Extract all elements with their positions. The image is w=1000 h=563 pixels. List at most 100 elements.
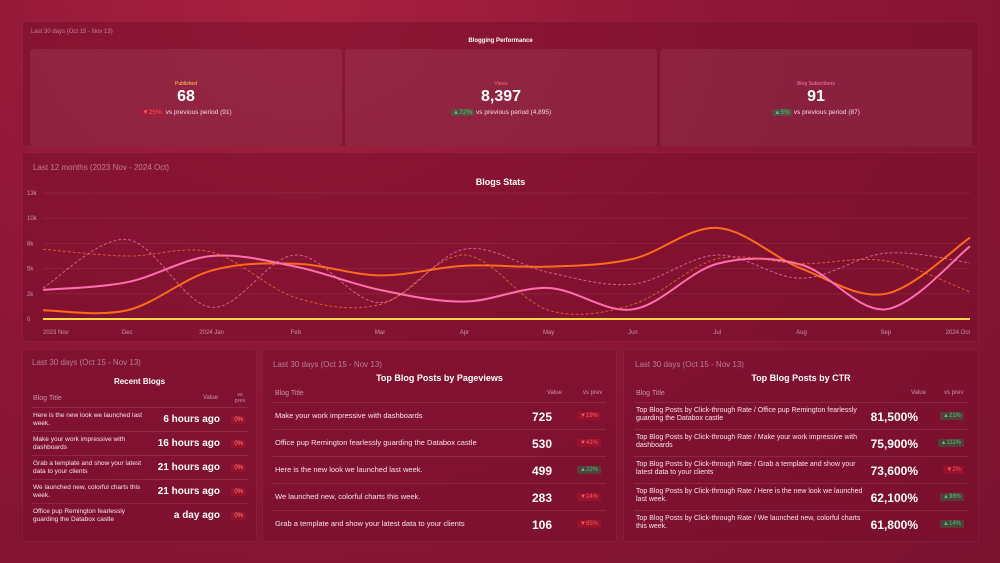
kpi-change-badge: ▲5% [772, 109, 792, 116]
table-row[interactable]: Top Blog Posts by Click-through Rate / O… [634, 402, 968, 429]
kpi-subscribers-card[interactable]: Blog Subscribers 91 ▲5% vs previous peri… [660, 49, 972, 146]
y-tick-label: 10k [27, 216, 38, 222]
row-value: 283 [531, 491, 552, 505]
table-row[interactable]: Here is the new look we launched last we… [273, 456, 606, 483]
ctr-panel: Last 30 days (Oct 15 - Nov 13) Top Blog … [623, 349, 979, 542]
row-title[interactable]: Office pup Remington fearlessly guarding… [33, 508, 126, 523]
row-value: 75,900% [870, 437, 918, 451]
table-row[interactable]: Grab a template and show your latest dat… [31, 455, 248, 479]
performance-period: Last 30 days (Oct 15 - Nov 13) [31, 29, 113, 35]
col-header-title: Blog Title [275, 390, 304, 397]
row-title[interactable]: Office pup Remington fearlessly guarding… [275, 438, 477, 447]
change-badge: ▼19% [577, 412, 601, 420]
table-row[interactable]: Here is the new look we launched last we… [31, 407, 248, 431]
table-row[interactable]: Top Blog Posts by Click-through Rate / H… [634, 483, 968, 510]
col-header-prev: vs prev [944, 390, 964, 396]
row-value: 499 [531, 464, 552, 478]
x-tick-label: Sep [880, 330, 891, 336]
change-badge: ▲22% [577, 466, 601, 474]
change-badge: 0% [231, 512, 246, 520]
row-title[interactable]: Top Blog Posts by Click-through Rate / M… [636, 434, 857, 449]
table-row[interactable]: Top Blog Posts by Click-through Rate / M… [634, 429, 968, 456]
chart-title: Blogs Stats [475, 177, 526, 187]
row-title[interactable]: We launched new, colorful charts this we… [275, 492, 421, 501]
row-value: 61,800% [870, 518, 918, 532]
row-title[interactable]: Top Blog Posts by Click-through Rate / O… [636, 407, 857, 422]
kpi-change-badge: ▲72% [450, 109, 475, 116]
row-title[interactable]: Here is the new look we launched last we… [275, 465, 423, 474]
table-row[interactable]: Top Blog Posts by Click-through Rate / W… [634, 510, 968, 537]
table-row[interactable]: We launched new, colorful charts this we… [31, 479, 248, 503]
col-header-title: Blog Title [33, 395, 62, 402]
arrow-up-icon: ▲ [943, 494, 949, 500]
kpi-label: Published [175, 81, 197, 87]
row-title[interactable]: Here is the new look we launched last we… [33, 412, 143, 427]
kpi-value: 8,397 [480, 88, 522, 105]
arrow-down-icon: ▼ [946, 467, 953, 473]
col-header-prev: vs prev [234, 392, 246, 404]
row-value: 530 [531, 437, 552, 451]
row-value: 725 [531, 410, 552, 424]
row-title[interactable]: Top Blog Posts by Click-through Rate / H… [636, 488, 863, 503]
kpi-label: Blog Subscribers [797, 81, 835, 87]
kpi-comparison: ▼25% vs previous period (91) [140, 109, 232, 116]
table-row[interactable]: Make your work impressive with dashboard… [273, 402, 606, 429]
recent-title: Recent Blogs [113, 377, 166, 386]
row-title[interactable]: Make your work impressive with dashboard… [275, 411, 423, 420]
arrow-down-icon: ▼ [580, 440, 586, 446]
ctr-period: Last 30 days (Oct 15 - Nov 13) [635, 360, 744, 369]
x-tick-label: May [543, 330, 554, 336]
pageviews-period: Last 30 days (Oct 15 - Nov 13) [273, 360, 382, 369]
x-tick-label: 2024 Oct [946, 330, 971, 336]
x-tick-label: 2023 Nov [43, 330, 69, 336]
kpi-comparison: ▲72% vs previous period (4,895) [450, 109, 552, 116]
arrow-up-icon: ▲ [943, 521, 949, 527]
x-tick-label: Mar [375, 330, 385, 336]
row-value: 62,100% [870, 491, 918, 505]
series-line-1 [42, 226, 971, 315]
change-badge: ▲98% [940, 493, 964, 501]
arrow-up-icon: ▲ [940, 440, 947, 446]
change-badge: ▲111% [937, 439, 964, 447]
y-tick-label: 13k [27, 191, 38, 197]
row-title[interactable]: Make your work impressive with dashboard… [33, 436, 126, 451]
row-value: 6 hours ago [163, 414, 220, 425]
col-header-title: Blog Title [636, 390, 665, 397]
table-row[interactable]: Make your work impressive with dashboard… [31, 431, 248, 455]
col-header-prev: vs prev [583, 390, 603, 396]
recent-period: Last 30 days (Oct 15 - Nov 13) [32, 358, 141, 367]
col-header-value: Value [547, 390, 562, 396]
table-row[interactable]: Top Blog Posts by Click-through Rate / G… [634, 456, 968, 483]
blogging-performance-panel: Last 30 days (Oct 15 - Nov 13) Blogging … [22, 21, 979, 147]
row-title[interactable]: We launched new, colorful charts this we… [33, 484, 141, 499]
arrow-up-icon: ▲ [580, 467, 586, 473]
change-badge: ▲14% [940, 520, 964, 528]
table-row[interactable]: We launched new, colorful charts this we… [273, 483, 606, 510]
x-tick-label: Aug [796, 330, 807, 336]
kpi-published-card[interactable]: Published 68 ▼25% vs previous period (91… [30, 49, 342, 146]
arrow-down-icon: ▼ [142, 109, 149, 116]
table-row[interactable]: Office pup Remington fearlessly guarding… [31, 503, 248, 527]
x-tick-label: Feb [291, 330, 302, 336]
table-row[interactable]: Office pup Remington fearlessly guarding… [273, 429, 606, 456]
row-value: 73,600% [870, 464, 918, 478]
x-tick-label: 2024 Jan [199, 330, 224, 336]
row-title[interactable]: Top Blog Posts by Click-through Rate / G… [636, 461, 856, 476]
kpi-views-card[interactable]: Views 8,397 ▲72% vs previous period (4,8… [345, 49, 657, 146]
y-tick-label: 0 [27, 317, 31, 323]
arrow-up-icon: ▲ [452, 109, 460, 116]
row-value: 16 hours ago [157, 438, 220, 449]
row-value: 81,500% [870, 410, 918, 424]
change-badge: ▼41% [577, 439, 601, 447]
change-badge: ▲21% [940, 412, 964, 420]
x-tick-label: Dec [122, 330, 133, 336]
y-tick-label: 5k [27, 267, 34, 273]
row-title[interactable]: Grab a template and show your latest dat… [33, 460, 142, 475]
row-title[interactable]: Top Blog Posts by Click-through Rate / W… [636, 515, 861, 530]
y-tick-label: 8k [27, 241, 34, 247]
row-title[interactable]: Grab a template and show your latest dat… [275, 519, 465, 528]
y-tick-label: 2k [27, 292, 34, 298]
table-row[interactable]: Grab a template and show your latest dat… [273, 510, 606, 537]
kpi-comparison: ▲5% vs previous period (87) [772, 109, 860, 116]
change-badge: ▼2% [943, 466, 964, 474]
